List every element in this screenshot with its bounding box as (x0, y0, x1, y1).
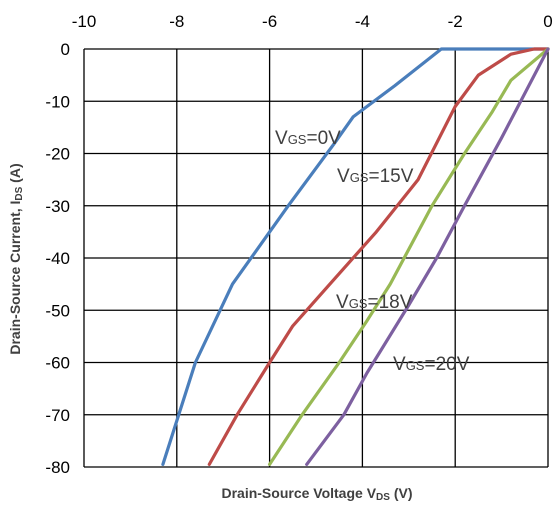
y-axis-title: Drain-Source Current, IDS (A) (7, 163, 25, 354)
series-line-3 (305, 47, 550, 466)
y-tick-label: 0 (61, 40, 70, 59)
gridlines (83, 48, 549, 468)
series-line-2 (268, 47, 550, 466)
series-annotation-0: VGS=0V (275, 128, 341, 149)
series-annotation-2: VGS=18V (336, 292, 413, 313)
series-annotation-3: VGS=20V (393, 354, 470, 375)
y-tick-label: -10 (45, 92, 70, 111)
series-line-0 (161, 47, 550, 466)
y-tick-label: -70 (45, 406, 70, 425)
x-tick-label: -10 (72, 12, 97, 31)
series-lines (161, 47, 550, 466)
y-tick-label: -30 (45, 197, 70, 216)
x-tick-label: -6 (262, 12, 277, 31)
x-axis-title: Drain-Source Voltage VDS (V) (221, 485, 412, 503)
y-tick-label: -60 (45, 354, 70, 373)
x-tick-label: -2 (448, 12, 463, 31)
x-tick-label: 0 (543, 12, 552, 31)
y-tick-label: -20 (45, 145, 70, 164)
series-annotation-1: VGS=15V (337, 166, 414, 187)
x-tick-label: -4 (355, 12, 370, 31)
y-tick-label: -80 (45, 458, 70, 477)
y-tick-label: -40 (45, 249, 70, 268)
series-line-1 (207, 47, 550, 466)
series-annotations: VGS=0V VGS=15V VGS=18V VGS=20V (275, 128, 470, 375)
y-tick-label: -50 (45, 301, 70, 320)
y-axis-ticks: 0 -10 -20 -30 -40 -50 -60 -70 -80 (45, 40, 70, 477)
x-tick-label: -8 (169, 12, 184, 31)
x-axis-ticks: -10 -8 -6 -4 -2 0 (72, 12, 553, 31)
